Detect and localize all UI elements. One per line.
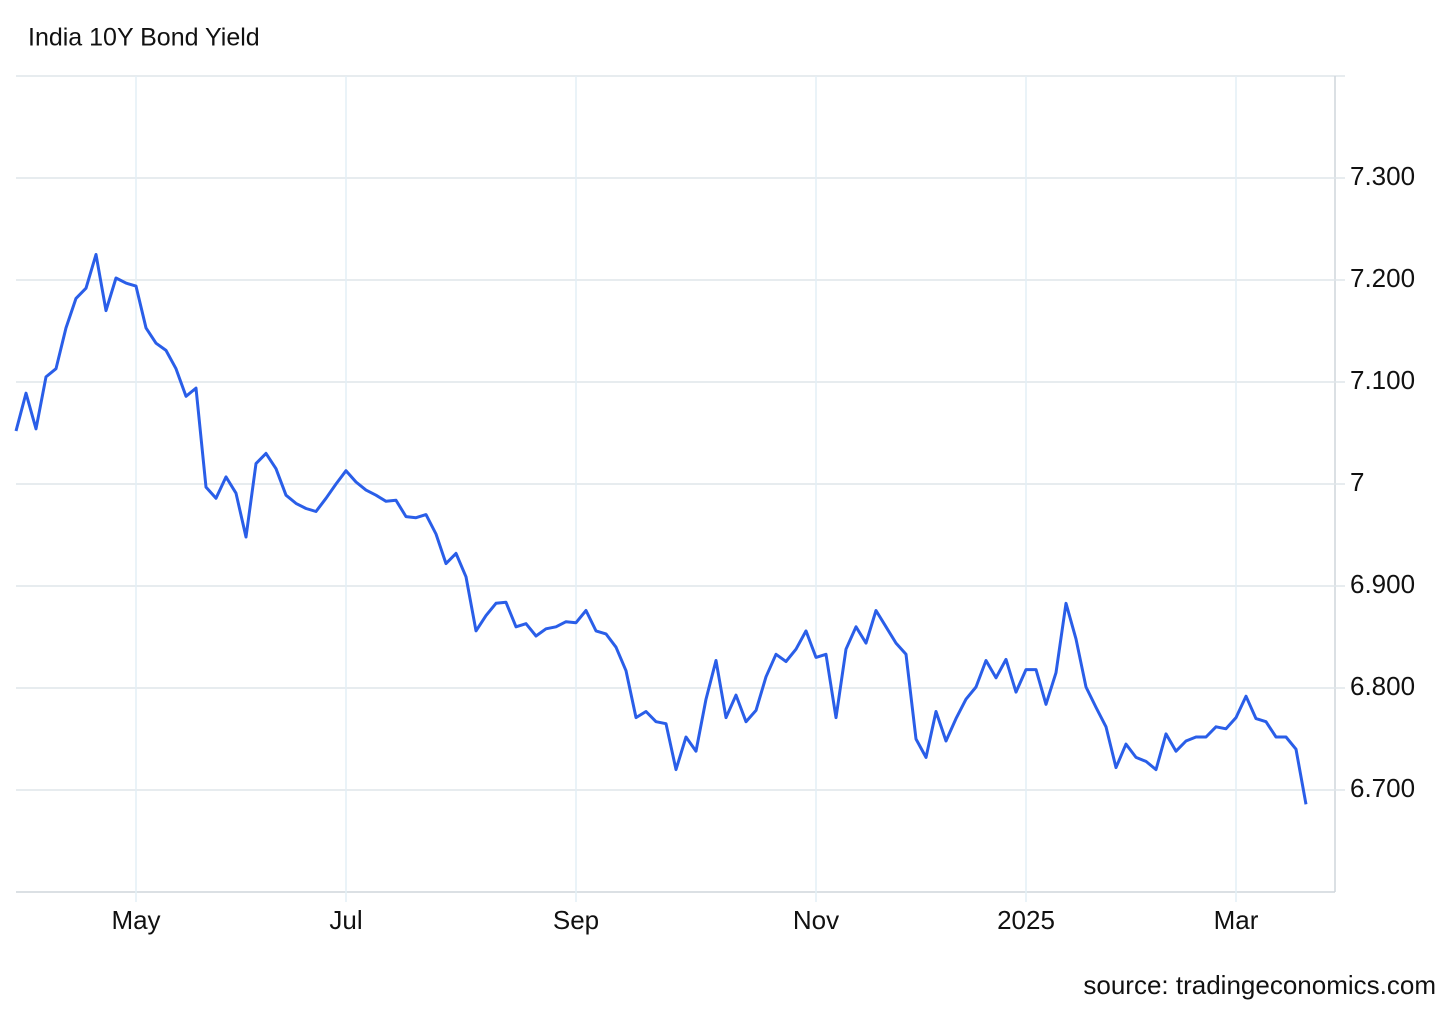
y-tick-label: 6.800 [1350,671,1415,701]
y-tick-label: 6.700 [1350,773,1415,803]
x-tick-label: Mar [1214,905,1259,935]
x-tick-label: Sep [553,905,599,935]
y-tick-label: 7.100 [1350,365,1415,395]
chart-title: India 10Y Bond Yield [28,24,260,52]
series-line [14,253,1308,805]
y-tick-label: 6.900 [1350,569,1415,599]
source: source: tradingeconomics.com [1083,970,1436,1000]
x-tick-label: May [111,905,160,935]
x-tick-label: Nov [793,905,839,935]
x-tick-label: Jul [329,905,362,935]
x-tick-label: 2025 [997,905,1055,935]
y-tick-label: 7 [1350,467,1364,497]
y-tick-label: 7.200 [1350,263,1415,293]
y-tick-label: 7.300 [1350,161,1415,191]
